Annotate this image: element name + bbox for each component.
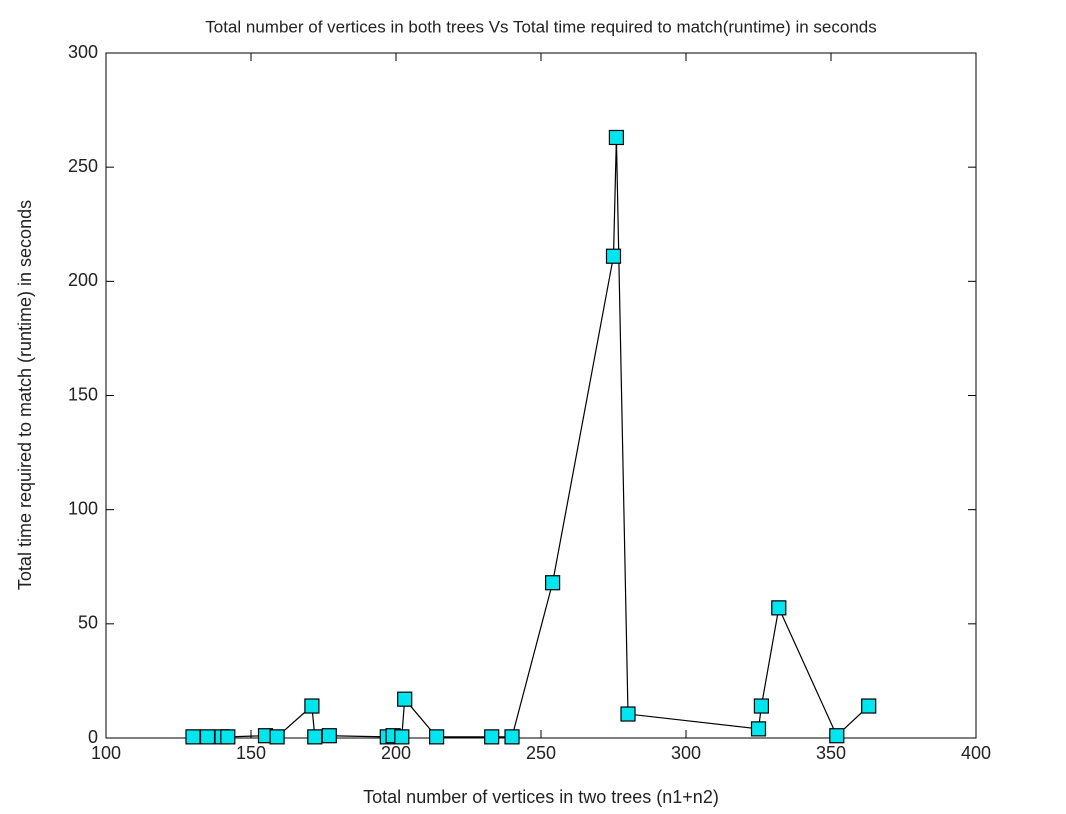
x-tick-label: 100 (91, 743, 121, 763)
data-point (321, 728, 337, 744)
x-tick-label: 350 (816, 743, 846, 763)
x-tick-label: 300 (671, 743, 701, 763)
data-point (544, 575, 561, 591)
data-point (829, 728, 845, 744)
y-tick-label: 50 (78, 613, 98, 633)
y-tick-label: 250 (68, 156, 98, 176)
data-point (429, 729, 445, 745)
x-axis-label: Total number of vertices in two trees (n… (363, 787, 719, 807)
data-point (269, 729, 285, 745)
data-point (605, 248, 622, 264)
chart-title: Total number of vertices in both trees V… (205, 17, 877, 36)
x-tick-label: 400 (961, 743, 991, 763)
data-point (304, 698, 320, 714)
y-tick-label: 100 (68, 498, 98, 518)
data-point (394, 729, 410, 745)
data-point (771, 600, 787, 616)
y-tick-label: 150 (68, 384, 98, 404)
data-point (185, 729, 201, 745)
data-point (753, 698, 770, 714)
data-point (620, 706, 636, 722)
y-tick-label: 200 (68, 270, 98, 290)
data-point (307, 729, 323, 745)
x-tick-label: 250 (526, 743, 556, 763)
data-point (608, 129, 625, 146)
x-tick-label: 200 (381, 743, 411, 763)
data-point (504, 729, 520, 745)
data-point (220, 729, 236, 745)
y-tick-label: 300 (68, 42, 98, 62)
data-point (750, 721, 767, 737)
data-point (861, 698, 877, 714)
data-point (484, 729, 500, 745)
y-tick-label: 0 (88, 727, 98, 747)
y-axis-label: Total time required to match (runtime) i… (15, 200, 35, 590)
data-point (199, 729, 216, 745)
x-tick-label: 150 (236, 743, 266, 763)
data-point (397, 691, 413, 707)
